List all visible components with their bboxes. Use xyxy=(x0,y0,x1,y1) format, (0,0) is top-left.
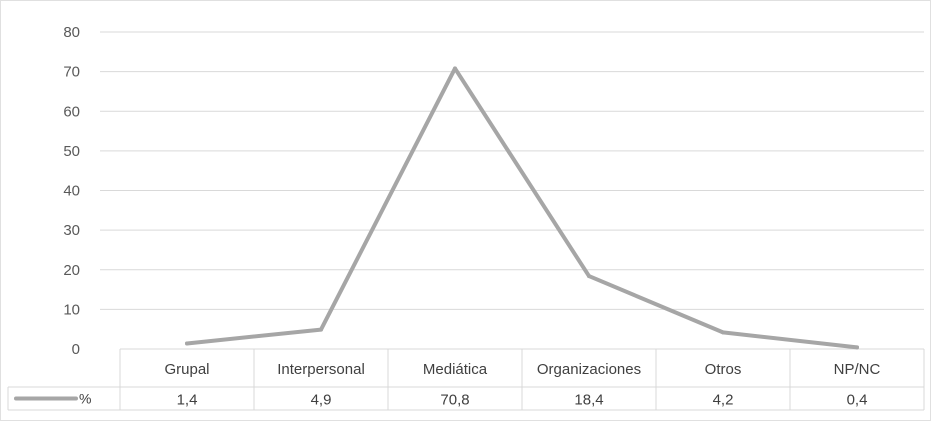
y-tick-label: 80 xyxy=(63,24,80,41)
data-table-value: 1,4 xyxy=(177,392,198,409)
legend-series-name: % xyxy=(79,391,91,407)
data-table-value: 70,8 xyxy=(440,392,469,409)
x-category-label: Otros xyxy=(705,361,742,378)
x-category-label: Mediática xyxy=(423,361,488,378)
data-point xyxy=(721,330,725,335)
y-tick-label: 10 xyxy=(63,301,80,318)
data-point xyxy=(453,66,457,71)
data-point xyxy=(587,274,591,279)
y-tick-label: 60 xyxy=(63,103,80,120)
data-table-value: 4,2 xyxy=(713,392,734,409)
data-point xyxy=(185,341,189,346)
data-table-value: 4,9 xyxy=(311,392,332,409)
x-category-label: Grupal xyxy=(164,361,209,378)
data-table xyxy=(7,348,925,411)
data-point xyxy=(855,345,859,350)
series-group xyxy=(185,66,859,350)
grid xyxy=(100,31,924,310)
y-tick-label: 30 xyxy=(63,222,80,239)
y-tick-label: 50 xyxy=(63,143,80,160)
x-category-label: Interpersonal xyxy=(277,361,365,378)
data-table-value: 0,4 xyxy=(847,392,868,409)
y-tick-label: 0 xyxy=(72,341,80,358)
x-category-label: NP/NC xyxy=(834,361,881,378)
data-point xyxy=(319,327,323,332)
labels: 0 10 20 30 40 50 60 70 80 Grupal Interpersonal Medi… xyxy=(63,24,880,409)
y-tick-label: 70 xyxy=(63,64,80,81)
x-category-label: Organizaciones xyxy=(537,361,641,378)
series-line xyxy=(185,66,859,350)
data-table-value: 18,4 xyxy=(574,392,603,409)
y-tick-label: 40 xyxy=(63,183,80,200)
y-tick-label: 20 xyxy=(63,262,80,279)
